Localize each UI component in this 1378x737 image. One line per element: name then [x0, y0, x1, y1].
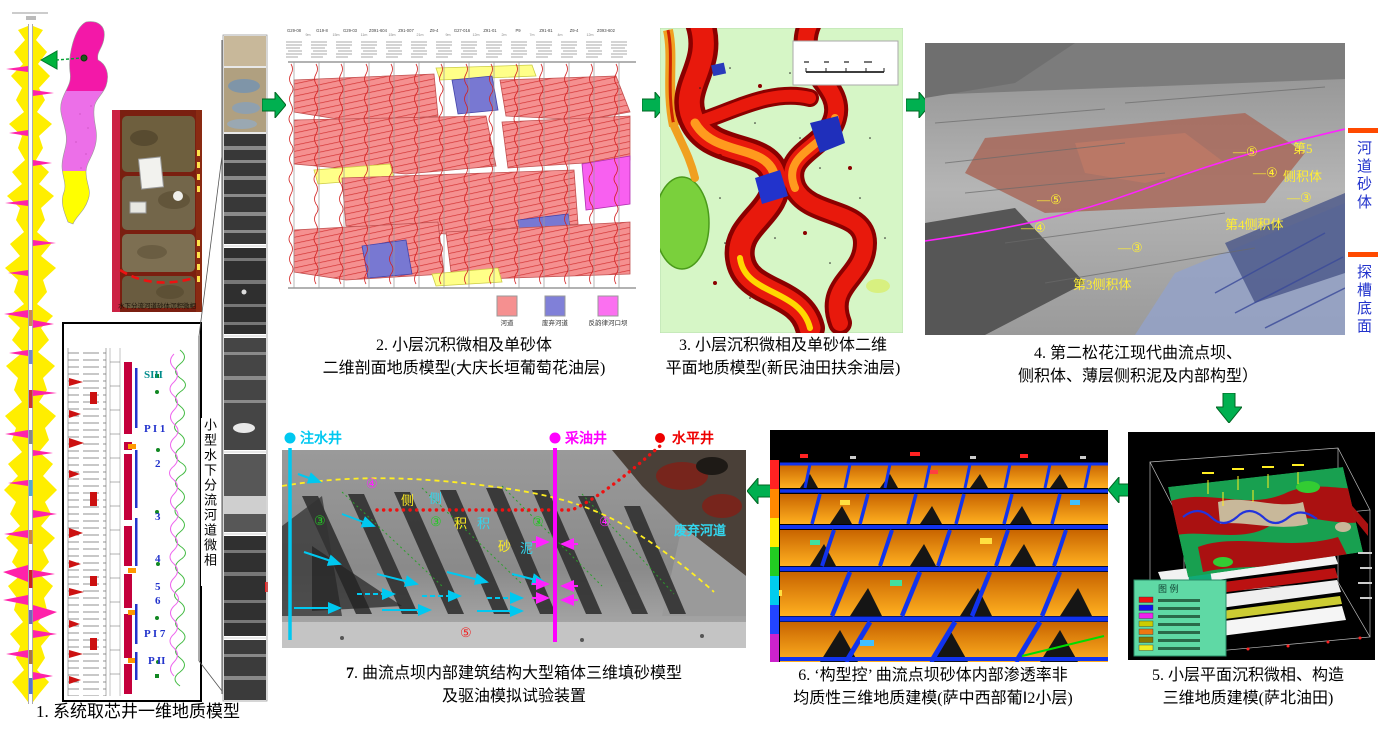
- svg-text:4m: 4m: [558, 33, 563, 37]
- flow-arrow-left-icon: [747, 478, 771, 504]
- accretion-body-label: 第5: [1293, 141, 1313, 156]
- horizontal-well-label: 水平井: [672, 430, 714, 447]
- zone-label: 6: [155, 595, 161, 607]
- svg-text:G29-03: G29-03: [343, 28, 358, 33]
- zone-label: 2: [155, 458, 161, 470]
- accretion-marker: —⑤: [1232, 144, 1258, 159]
- accretion-body-label: 第3侧积体: [1073, 277, 1132, 292]
- caption-panel2: 2. 小层沉积微相及单砂体 二维剖面地质模型(大庆长垣葡萄花油层): [322, 337, 606, 377]
- plan-view-map-model: [660, 28, 903, 333]
- legend-label: 废弃河道: [542, 318, 569, 327]
- callout-bracket: [198, 40, 223, 694]
- zone-label: SIII: [144, 369, 163, 381]
- accretion-body-label: 侧积体: [1283, 169, 1322, 184]
- circled-4: ④: [599, 514, 611, 529]
- well-spacing-row: 9m 15m 11m 15m 21m 9m 12m 2m 7m 4m 12m: [306, 33, 594, 37]
- svg-text:Z9-4: Z9-4: [570, 28, 579, 33]
- circled-5: ⑤: [460, 625, 472, 640]
- svg-text:Z91-81: Z91-81: [539, 28, 553, 33]
- svg-text:9m: 9m: [306, 33, 311, 37]
- legend-label: 河道: [501, 318, 515, 327]
- gutter-label-trench-bottom: 探槽底面: [1355, 264, 1371, 336]
- flow-arrow-right-icon: [906, 92, 930, 118]
- svg-text:Z9-4: Z9-4: [430, 28, 439, 33]
- legend-label: 反韵律河口坝: [589, 318, 629, 327]
- lateral-mud-char: 泥: [520, 541, 533, 556]
- three-d-geomodel: 图 例: [1128, 432, 1375, 660]
- lateral-mud-char: 侧: [429, 491, 442, 506]
- lateral-sand-char: 侧: [401, 493, 414, 508]
- lateral-mud-char: 积: [477, 516, 490, 531]
- flow-arrow-right-icon: [262, 92, 286, 118]
- gutter-label-channel-sand: 河道砂体: [1355, 140, 1371, 212]
- zone-label: 3: [155, 511, 161, 523]
- lateral-sand-char: 砂: [498, 539, 511, 554]
- abandoned-channel-label: 废弃河道: [674, 523, 726, 538]
- zone-label: P I 1: [144, 423, 165, 435]
- svg-text:9m: 9m: [446, 33, 451, 37]
- facies-note-vertical: 小型水下分流河道微相: [201, 418, 219, 586]
- svg-text:11m: 11m: [361, 33, 368, 37]
- circled-3: ③: [532, 514, 544, 529]
- accretion-marker: —④: [1020, 220, 1046, 235]
- flow-arrow-down-icon: [1216, 393, 1242, 423]
- svg-text:15m: 15m: [333, 33, 340, 37]
- well-log-strip: [3, 12, 57, 704]
- caption-panel6: 6. ‘构型控’ 曲流点坝砂体内部渗透率非 均质性三维地质建模(萨中西部葡Ⅰ2小…: [793, 667, 1073, 707]
- cross-section-legend: 河道 废弃河道 反韵律河口坝 非河道砂: [496, 295, 629, 327]
- zone-label: 4: [155, 553, 161, 565]
- accretion-marker: —⑤: [1036, 192, 1062, 207]
- svg-text:21m: 21m: [417, 33, 424, 37]
- svg-text:12m: 12m: [587, 33, 594, 37]
- svg-text:15m: 15m: [389, 33, 396, 37]
- gutter-tick-top: [1348, 128, 1378, 133]
- outcrop-photo: 第5 侧积体 第4侧积体 第3侧积体 —⑤ —④ —③ —⑤ —④ —③: [925, 43, 1345, 335]
- caption-panel5: 5. 小层平面沉积微相、构造 三维地质建模(萨北油田): [1151, 667, 1344, 707]
- gutter-tick-bottom: [1348, 252, 1378, 257]
- zone-label: P I 7: [144, 628, 166, 640]
- zone-label: 5: [155, 581, 161, 593]
- svg-text:Z91-007: Z91-007: [398, 28, 414, 33]
- svg-text:G29-08: G29-08: [287, 28, 302, 33]
- circled-3: ③: [314, 513, 326, 528]
- sandbox-model: 注水井 采油井 水平井 ④ ③ ③ ③ ④ ⑤: [282, 430, 746, 648]
- core-photo: 水下分流河道砂体沉积微相: [112, 110, 202, 312]
- one-d-log-plot: SIII P I 1 2 3 4 5 6 P I 7 P II: [62, 322, 202, 702]
- svg-text:7m: 7m: [530, 33, 535, 37]
- lateral-sand-char: 积: [454, 516, 467, 531]
- svg-text:Z091-604: Z091-604: [369, 28, 388, 33]
- svg-text:Z91-01: Z91-01: [483, 28, 497, 33]
- accretion-marker: —③: [1286, 190, 1312, 205]
- legend-title: 图 例: [1158, 583, 1179, 594]
- svg-text:2m: 2m: [502, 33, 507, 37]
- production-well-label: 采油井: [564, 430, 607, 447]
- svg-text:Z093-602: Z093-602: [597, 28, 616, 33]
- svg-text:G27-016: G27-016: [454, 28, 471, 33]
- core-column-strip: [222, 34, 268, 702]
- oilfield-outline-map: [56, 21, 109, 225]
- cross-section-model: G29-08 G19-8 G29-03 Z091-604 Z91-007 Z9-…: [286, 28, 636, 327]
- svg-text:12m: 12m: [473, 33, 480, 37]
- caption-panel1: 1. 系统取芯井一维地质模型: [36, 702, 240, 721]
- circled-4: ④: [366, 476, 378, 491]
- caption-panel4: 4. 第二松花江现代曲流点坝、 侧积体、薄层侧积泥及内部构型）: [1017, 345, 1258, 385]
- permeability-grid-model: [770, 430, 1108, 662]
- well-header-row: G29-08 G19-8 G29-03 Z091-604 Z91-007 Z9-…: [287, 28, 616, 33]
- accretion-marker: —④: [1252, 165, 1278, 180]
- accretion-marker: —③: [1117, 240, 1143, 255]
- core-photo-caption: 水下分流河道砂体沉积微相: [118, 301, 197, 310]
- circled-3: ③: [430, 514, 442, 529]
- caption-panel7: 7. 曲流点坝内部建筑结构大型箱体三维填砂模型 及驱油模拟试验装置: [345, 665, 682, 705]
- zone-label: P II: [148, 655, 165, 667]
- svg-text:G19-8: G19-8: [316, 28, 328, 33]
- geomodel-legend: 图 例: [1133, 579, 1227, 657]
- caption-panel3: 3. 小层沉积微相及单砂体二维 平面地质模型(新民油田扶余油层): [665, 337, 901, 377]
- injection-well-label: 注水井: [300, 430, 342, 447]
- accretion-body-label: 第4侧积体: [1225, 217, 1284, 232]
- svg-text:P9: P9: [515, 28, 521, 33]
